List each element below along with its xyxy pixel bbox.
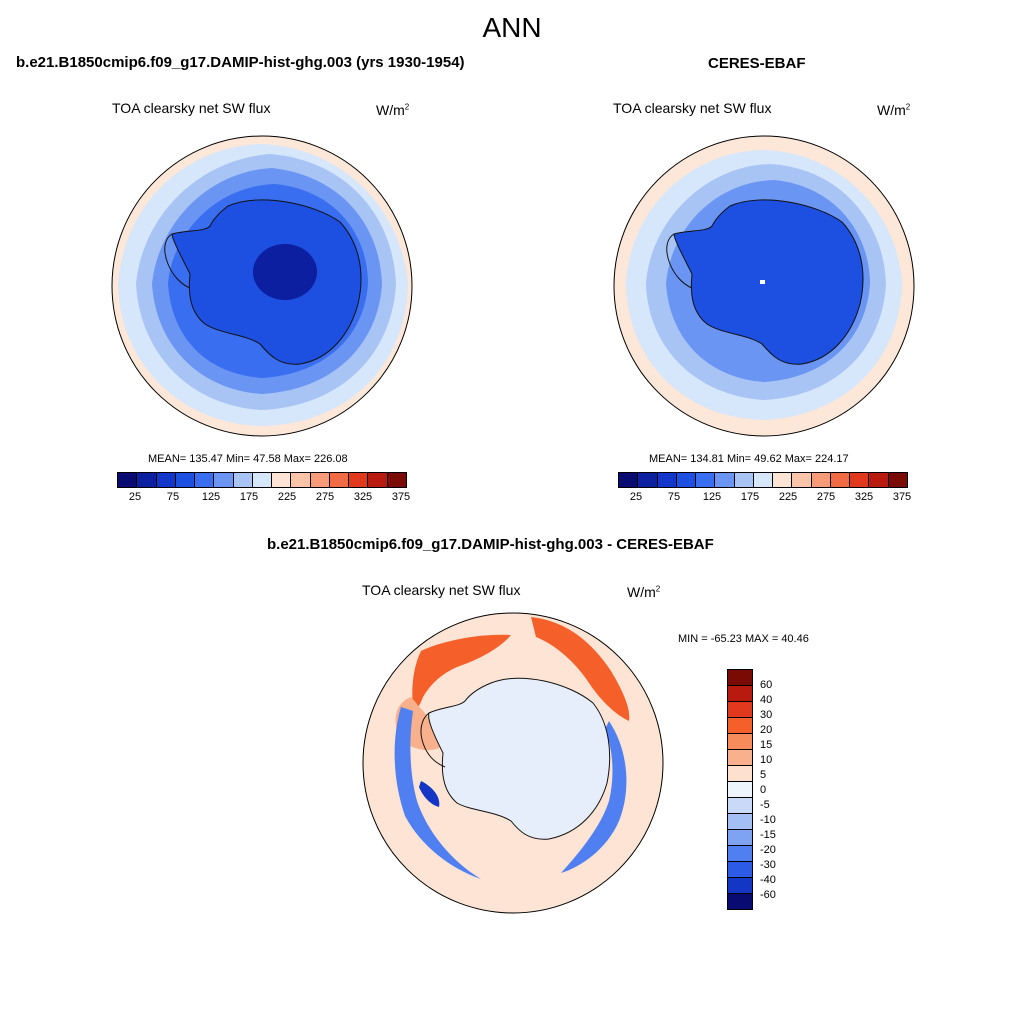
panel1-units: W/m2 bbox=[376, 102, 410, 118]
diff-tick: 60 bbox=[760, 679, 773, 691]
panel2-variable-label: TOA clearsky net SW flux bbox=[613, 100, 772, 116]
colorbar-swatch bbox=[657, 473, 677, 487]
colorbar-swatch bbox=[728, 766, 752, 782]
colorbar-swatch bbox=[252, 473, 273, 487]
colorbar-swatch bbox=[728, 830, 752, 846]
colorbar-swatch bbox=[310, 473, 330, 487]
colorbar-swatch bbox=[728, 894, 752, 909]
panel1-colorbar bbox=[117, 472, 407, 488]
diff-tick: 40 bbox=[760, 694, 773, 706]
colorbar-swatch bbox=[156, 473, 176, 487]
panel1-variable-label: TOA clearsky net SW flux bbox=[112, 100, 271, 116]
colorbar-swatch bbox=[728, 670, 752, 686]
colorbar-swatch bbox=[137, 473, 157, 487]
diff-tick: -10 bbox=[760, 814, 776, 826]
diff-tick: -20 bbox=[760, 844, 776, 856]
colorbar-swatch bbox=[728, 878, 752, 894]
panel1-tick: 325 bbox=[353, 491, 373, 503]
panel2-tick: 175 bbox=[740, 491, 760, 503]
colorbar-swatch bbox=[214, 473, 234, 487]
diff-stats: MIN = -65.23 MAX = 40.46 bbox=[678, 633, 809, 645]
panel1-case-title: b.e21.B1850cmip6.f09_g17.DAMIP-hist-ghg.… bbox=[16, 54, 465, 71]
colorbar-swatch bbox=[773, 473, 793, 487]
panel2-colorbar-ticks: 25 75 125 175 225 275 325 375 bbox=[618, 491, 912, 507]
diff-polar-map bbox=[362, 612, 664, 914]
panel2-tick: 325 bbox=[854, 491, 874, 503]
panel1-tick: 175 bbox=[239, 491, 259, 503]
panel1-colorbar-swatches bbox=[117, 472, 407, 488]
colorbar-swatch bbox=[734, 473, 754, 487]
colorbar-swatch bbox=[696, 473, 716, 487]
diff-tick: 20 bbox=[760, 724, 773, 736]
panel2-tick: 75 bbox=[667, 491, 681, 503]
colorbar-swatch bbox=[195, 473, 215, 487]
colorbar-swatch bbox=[830, 473, 851, 487]
colorbar-swatch bbox=[753, 473, 774, 487]
panel1-tick: 375 bbox=[391, 491, 411, 503]
colorbar-swatch bbox=[728, 798, 752, 814]
panel1-stats: MEAN= 135.47 Min= 47.58 Max= 226.08 bbox=[148, 453, 348, 465]
colorbar-swatch bbox=[728, 686, 752, 702]
panel2-colorbar bbox=[618, 472, 908, 488]
colorbar-swatch bbox=[175, 473, 196, 487]
panel1-colorbar-ticks: 25 75 125 175 225 275 325 375 bbox=[117, 491, 411, 507]
diff-units: W/m2 bbox=[627, 584, 661, 600]
panel2-tick: 225 bbox=[778, 491, 798, 503]
colorbar-swatch bbox=[792, 473, 812, 487]
diff-tick: 15 bbox=[760, 739, 773, 751]
diff-tick: 0 bbox=[760, 784, 767, 796]
colorbar-swatch bbox=[728, 718, 752, 734]
colorbar-swatch bbox=[728, 750, 752, 766]
colorbar-swatch bbox=[387, 473, 406, 487]
panel2-tick: 25 bbox=[629, 491, 643, 503]
main-title: ANN bbox=[482, 12, 542, 43]
colorbar-swatch bbox=[728, 782, 752, 798]
colorbar-swatch bbox=[118, 473, 138, 487]
colorbar-swatch bbox=[638, 473, 658, 487]
colorbar-swatch bbox=[291, 473, 311, 487]
diff-tick: -5 bbox=[760, 799, 770, 811]
colorbar-swatch bbox=[368, 473, 388, 487]
colorbar-swatch bbox=[728, 862, 752, 878]
diff-case-title: b.e21.B1850cmip6.f09_g17.DAMIP-hist-ghg.… bbox=[267, 536, 714, 553]
colorbar-swatch bbox=[888, 473, 907, 487]
colorbar-swatch bbox=[728, 814, 752, 830]
colorbar-swatch bbox=[349, 473, 369, 487]
diff-variable-label: TOA clearsky net SW flux bbox=[362, 582, 521, 598]
diff-tick: -40 bbox=[760, 874, 776, 886]
panel2-colorbar-swatches bbox=[618, 472, 908, 488]
colorbar-swatch bbox=[728, 734, 752, 750]
panel2-units: W/m2 bbox=[877, 102, 911, 118]
diff-tick: -30 bbox=[760, 859, 776, 871]
diff-tick: 5 bbox=[760, 769, 767, 781]
diff-tick: 30 bbox=[760, 709, 773, 721]
panel1-tick: 275 bbox=[315, 491, 335, 503]
colorbar-swatch bbox=[329, 473, 350, 487]
colorbar-swatch bbox=[233, 473, 253, 487]
panel1-polar-map bbox=[111, 135, 413, 437]
colorbar-swatch bbox=[272, 473, 292, 487]
diff-colorbar bbox=[727, 669, 753, 910]
panel2-tick: 375 bbox=[892, 491, 912, 503]
panel2-case-title: CERES-EBAF bbox=[708, 55, 806, 72]
colorbar-swatch bbox=[715, 473, 735, 487]
colorbar-swatch bbox=[676, 473, 697, 487]
colorbar-swatch bbox=[728, 846, 752, 862]
panel1-tick: 75 bbox=[166, 491, 180, 503]
panel2-stats: MEAN= 134.81 Min= 49.62 Max= 224.17 bbox=[649, 453, 849, 465]
panel2-tick: 275 bbox=[816, 491, 836, 503]
diff-tick: -60 bbox=[760, 889, 776, 901]
panel2-polar-map bbox=[613, 135, 915, 437]
diff-tick: -15 bbox=[760, 829, 776, 841]
colorbar-swatch bbox=[811, 473, 831, 487]
diff-tick: 10 bbox=[760, 754, 773, 766]
colorbar-swatch bbox=[850, 473, 870, 487]
colorbar-swatch bbox=[728, 702, 752, 718]
colorbar-swatch bbox=[869, 473, 889, 487]
panel2-tick: 125 bbox=[702, 491, 722, 503]
panel1-tick: 125 bbox=[201, 491, 221, 503]
panel1-tick: 25 bbox=[128, 491, 142, 503]
panel1-tick: 225 bbox=[277, 491, 297, 503]
colorbar-swatch bbox=[619, 473, 639, 487]
